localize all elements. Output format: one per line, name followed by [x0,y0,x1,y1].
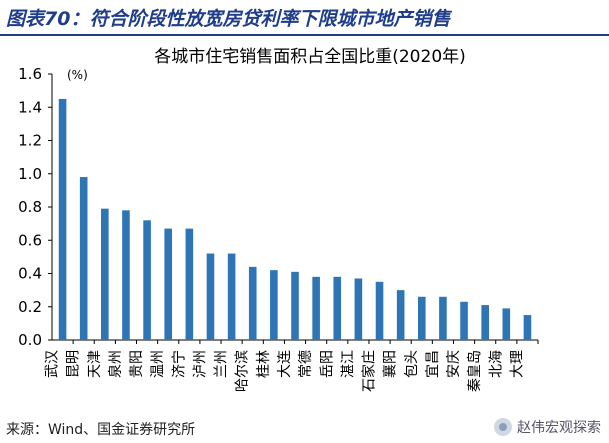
x-tick-label: 武汉 [45,350,61,378]
x-labels-group: 武汉 昆明 天津 泉州 贵阳 温州 济宁 泸州 兰州 哈尔滨 桂林 大连 常德 岳阳 湛江 石家庄 襄阳 包头 宜昌… [45,340,539,392]
chart-area: 各城市住宅销售面积占全国比重(2020年) (%) 0.0 0.2 0.4 0.6 0.… [0,38,609,418]
bar-济宁 [185,228,194,340]
x-tick-label: 石家庄 [361,350,378,392]
bar-泉州 [122,210,130,340]
bar-哈尔滨 [248,266,257,340]
bar-chart: 各城市住宅销售面积占全国比重(2020年) (%) 0.00.20.40.60.… [18,47,539,392]
bar-北海 [502,308,511,340]
x-tick-label: 济宁 [170,350,187,378]
y-tick-label: 1.6 [18,65,42,83]
y-tick-label: 1.0 [18,165,42,183]
x-tick-label: 桂林 [256,350,272,378]
bars-group [58,98,532,340]
bar-天津 [101,208,109,340]
bar-秦皇岛 [481,305,489,340]
x-tick-label: 大连 [277,350,293,378]
x-tick-label: 泸州 [192,350,208,378]
x-tick-label: 包头 [404,350,420,378]
chart-title: 各城市住宅销售面积占全国比重(2020年) [154,47,466,67]
y-tick-label: 1.4 [18,98,42,116]
bar-兰州 [227,253,236,340]
y-tick-label: 0.4 [18,265,42,283]
unit-label: (%) [67,68,88,82]
x-tick-label: 宜昌 [425,350,441,378]
watermark-text: 赵伟宏观探索 [517,420,601,436]
x-tick-label: 兰州 [214,350,230,378]
x-tick-label: 贵阳 [129,350,145,378]
bar-泸州 [206,253,215,340]
figure-header: 图表70：符合阶段性放宽房贷利率下限城市地产销售 [0,0,609,37]
x-tick-label: 温州 [150,350,166,378]
x-tick-label: 常德 [298,350,314,378]
bar-安庆 [460,301,468,340]
x-tick-label: 昆明 [66,350,82,378]
figure-title: 图表70：符合阶段性放宽房贷利率下限城市地产销售 [6,8,451,30]
x-tick-label: 安庆 [446,350,462,378]
bar-常德 [312,276,320,340]
bar-昆明 [79,177,88,340]
bar-大连 [291,271,299,340]
y-tick-label: 0.2 [18,298,42,316]
bar-湛江 [354,278,363,340]
x-tick-label: 襄阳 [383,350,399,378]
bar-大理 [523,315,532,340]
y-tick-label: 0.8 [18,198,42,216]
bar-温州 [164,228,173,340]
bar-贵阳 [143,220,151,340]
x-tick-label: 岳阳 [319,350,335,378]
x-tick-label: 秦皇岛 [467,350,483,392]
x-tick-label: 天津 [87,350,103,378]
y-axis: 0.0 0.2 0.4 0.6 0.8 1.0 1.2 1.4 1.6 [18,65,538,349]
title-rule [0,34,609,36]
bar-石家庄 [375,281,384,340]
bar-襄阳 [396,290,405,340]
x-tick-label: 北海 [488,350,504,378]
bar-武汉 [58,98,67,340]
x-tick-label: 泉州 [107,350,124,378]
bar-宜昌 [439,296,447,340]
x-tick-label: 哈尔滨 [235,350,251,392]
bar-包头 [417,296,426,340]
source-note: 来源：Wind、国金证券研究所 [6,422,196,438]
y-tick-label: 1.2 [18,132,42,150]
x-tick-label: 大理 [509,350,525,378]
x-tick-label: 湛江 [340,350,356,378]
bar-岳阳 [333,276,342,340]
bar-桂林 [270,270,278,340]
y-tick-label: 0.6 [18,231,42,249]
y-tick-label: 0.0 [18,331,42,349]
wechat-icon [494,418,512,436]
watermark: 赵伟宏观探索 [494,416,601,438]
